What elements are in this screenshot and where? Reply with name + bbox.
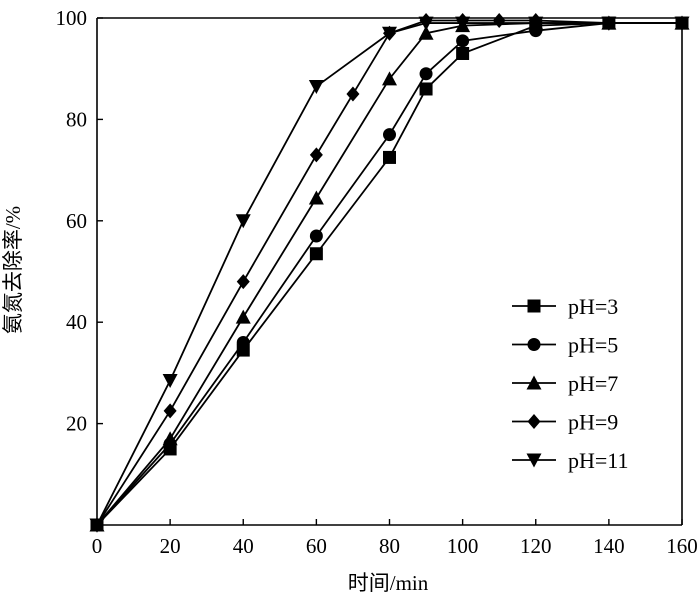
y-tick-label: 100 [56, 6, 88, 30]
data-point [236, 274, 250, 290]
x-tick-label: 40 [233, 534, 254, 558]
data-point [309, 247, 323, 261]
x-tick-label: 60 [306, 534, 327, 558]
data-point [308, 79, 324, 94]
data-point [235, 309, 251, 324]
series-line [96, 22, 682, 526]
data-point [492, 13, 506, 29]
y-tick-label: 40 [66, 310, 87, 334]
legend-marker [527, 299, 541, 313]
data-point [674, 16, 690, 31]
data-point [383, 150, 396, 164]
series-line [96, 22, 682, 526]
legend-label: pH=3 [568, 294, 618, 319]
series-line [96, 19, 682, 526]
legend-label: pH=9 [568, 410, 618, 435]
y-tick-label: 60 [66, 209, 87, 233]
legend-label: pH=7 [568, 371, 618, 396]
legend-entry: pH=11 [512, 448, 628, 473]
data-point [346, 86, 360, 102]
legend-marker [526, 453, 542, 468]
legend-marker [527, 338, 541, 351]
data-point [455, 16, 471, 31]
data-point [235, 214, 251, 229]
data-point [382, 26, 397, 41]
x-tick-label: 120 [520, 534, 552, 558]
data-point [456, 46, 470, 60]
legend-label: pH=11 [568, 448, 628, 473]
data-point [418, 16, 434, 31]
x-tick-label: 160 [666, 534, 698, 558]
data-point [528, 16, 544, 31]
x-tick-label: 100 [447, 534, 479, 558]
data-point [383, 128, 396, 142]
data-point [456, 34, 470, 48]
data-point [382, 71, 397, 86]
data-point [162, 374, 178, 389]
series-layer [89, 13, 690, 533]
x-tick-label: 20 [160, 534, 181, 558]
x-tick-label: 80 [379, 534, 400, 558]
data-point [601, 16, 617, 31]
data-point [236, 335, 250, 349]
data-point [419, 67, 433, 81]
series-line [96, 22, 682, 526]
legend-marker [527, 414, 541, 429]
x-tick-label: 140 [593, 534, 625, 558]
legend-marker [526, 375, 542, 390]
data-point [162, 431, 178, 446]
legend-entry: pH=5 [512, 333, 618, 358]
data-point [419, 82, 433, 96]
data-point [309, 229, 323, 243]
x-tick-label: 0 [92, 534, 103, 558]
data-point [418, 25, 434, 40]
data-point [308, 190, 324, 205]
y-tick-label: 20 [66, 412, 87, 436]
series-pH=11 [89, 16, 690, 533]
axes: 0 20 40 60 80 100 120 140 160 20 40 60 80 100 [56, 6, 698, 558]
legend-entry: pH=7 [512, 371, 618, 396]
data-point [309, 147, 323, 163]
y-tick-label: 80 [66, 107, 87, 131]
x-axis-title: 时间/min [348, 571, 429, 595]
data-point [89, 518, 105, 533]
legend-label: pH=5 [568, 333, 618, 358]
legend-entry: pH=9 [512, 410, 618, 435]
legend: pH=3 pH=5 pH=7 pH=9 pH=11 [512, 294, 628, 473]
data-point [163, 403, 177, 419]
y-axis-title: 氨氮去除率/% [1, 206, 25, 334]
legend-entry: pH=3 [512, 294, 618, 319]
